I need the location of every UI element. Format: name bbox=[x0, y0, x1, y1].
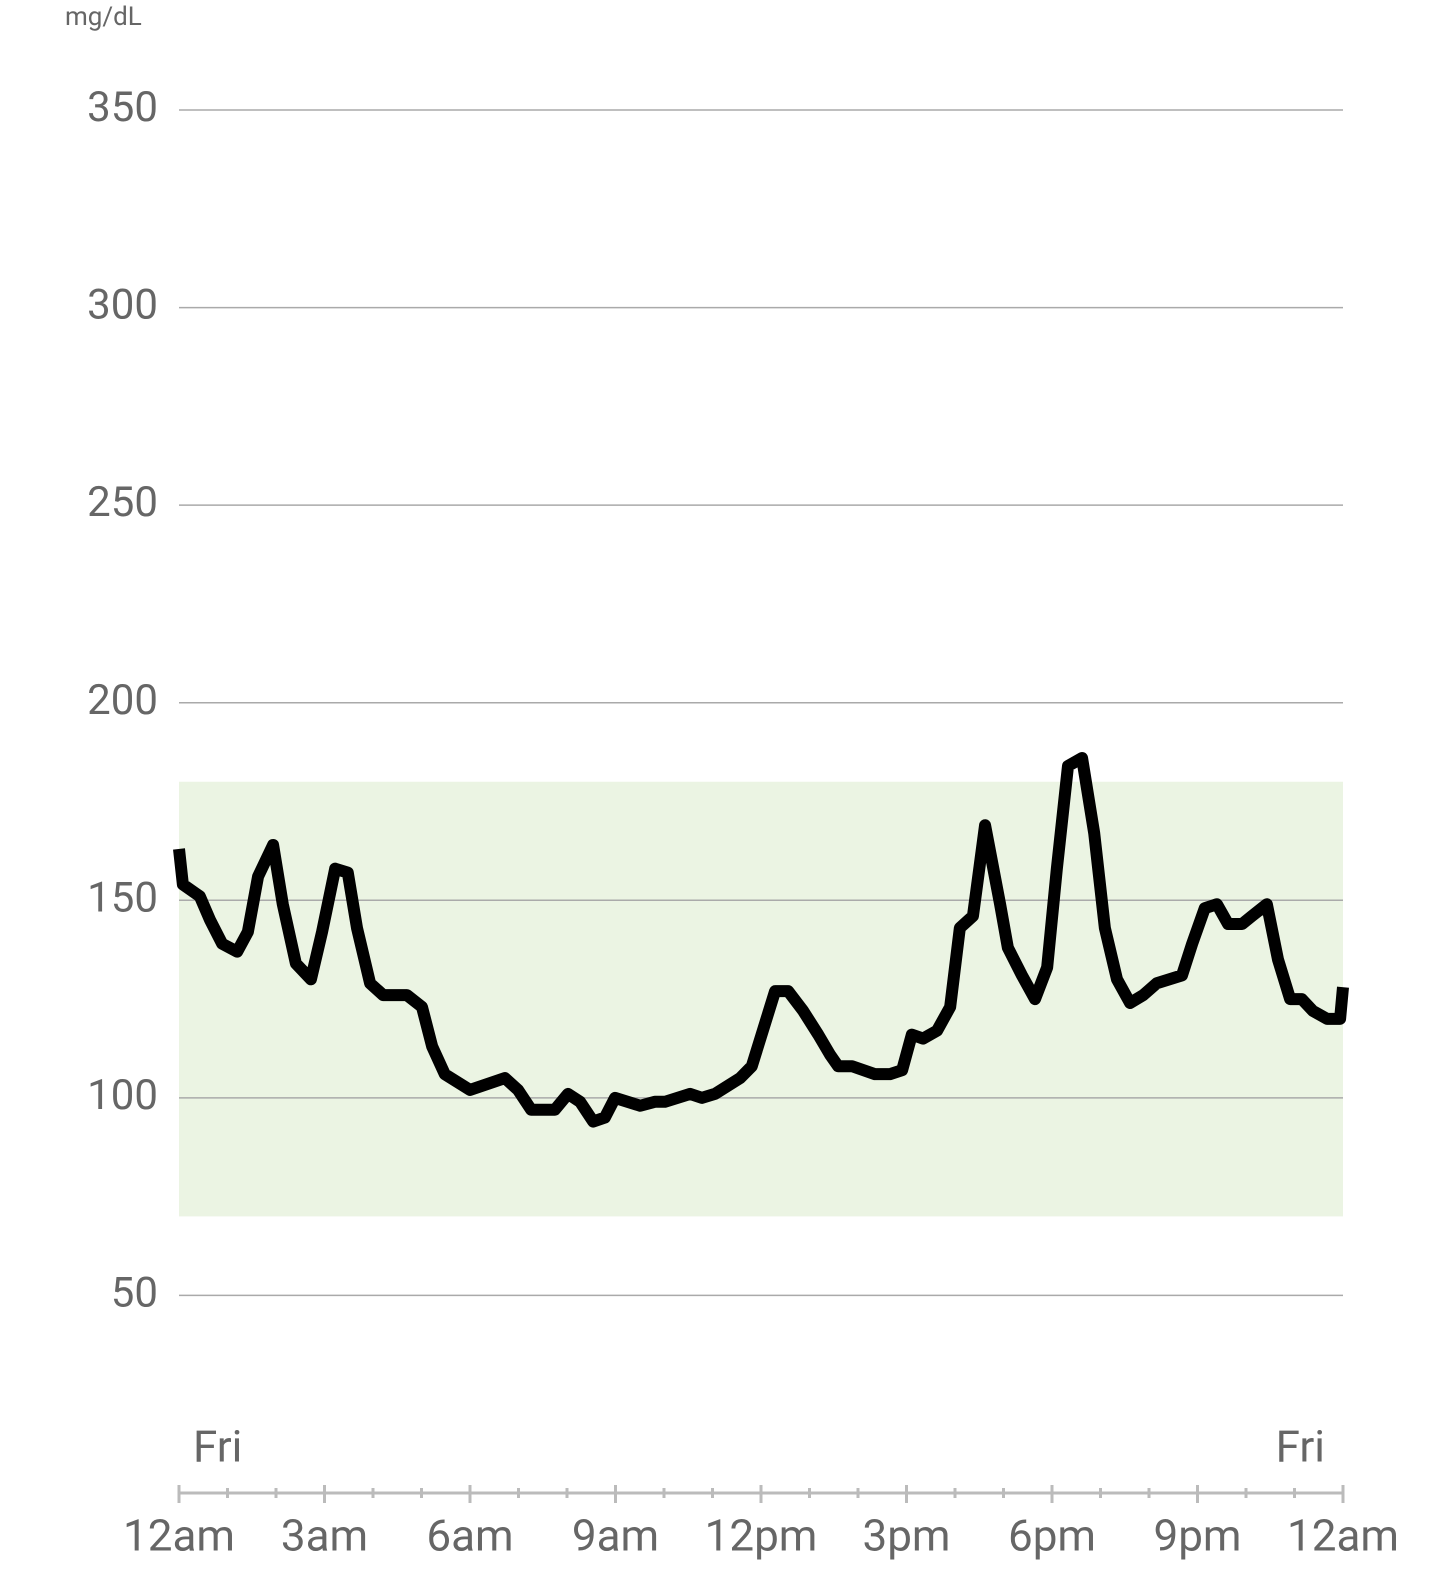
y-tick-label: 50 bbox=[111, 1269, 158, 1318]
y-tick-label: 150 bbox=[87, 873, 158, 922]
x-tick-label: 9pm bbox=[1153, 1510, 1241, 1562]
x-tick-label: 6am bbox=[426, 1510, 513, 1562]
x-tick-label: 9am bbox=[572, 1510, 659, 1562]
day-label: Fri bbox=[1276, 1421, 1325, 1473]
y-tick-label: 200 bbox=[87, 676, 158, 725]
x-tick-label: 12am bbox=[1287, 1510, 1399, 1562]
target-range bbox=[179, 781, 1343, 1217]
x-tick-label: 6pm bbox=[1008, 1510, 1096, 1562]
x-tick-label: 12am bbox=[123, 1510, 235, 1562]
glucose-line bbox=[173, 752, 1349, 1128]
x-tick-label: 12pm bbox=[705, 1510, 818, 1562]
y-tick-label: 300 bbox=[87, 281, 158, 330]
x-tick-label: 3am bbox=[281, 1510, 368, 1562]
day-label: Fri bbox=[193, 1421, 242, 1473]
x-tick-label: 3pm bbox=[862, 1510, 950, 1562]
y-tick-label: 100 bbox=[87, 1071, 158, 1120]
y-tick-label: 250 bbox=[87, 478, 158, 527]
y-tick-label: 350 bbox=[87, 83, 158, 132]
y-unit: mg/dL bbox=[65, 2, 142, 32]
